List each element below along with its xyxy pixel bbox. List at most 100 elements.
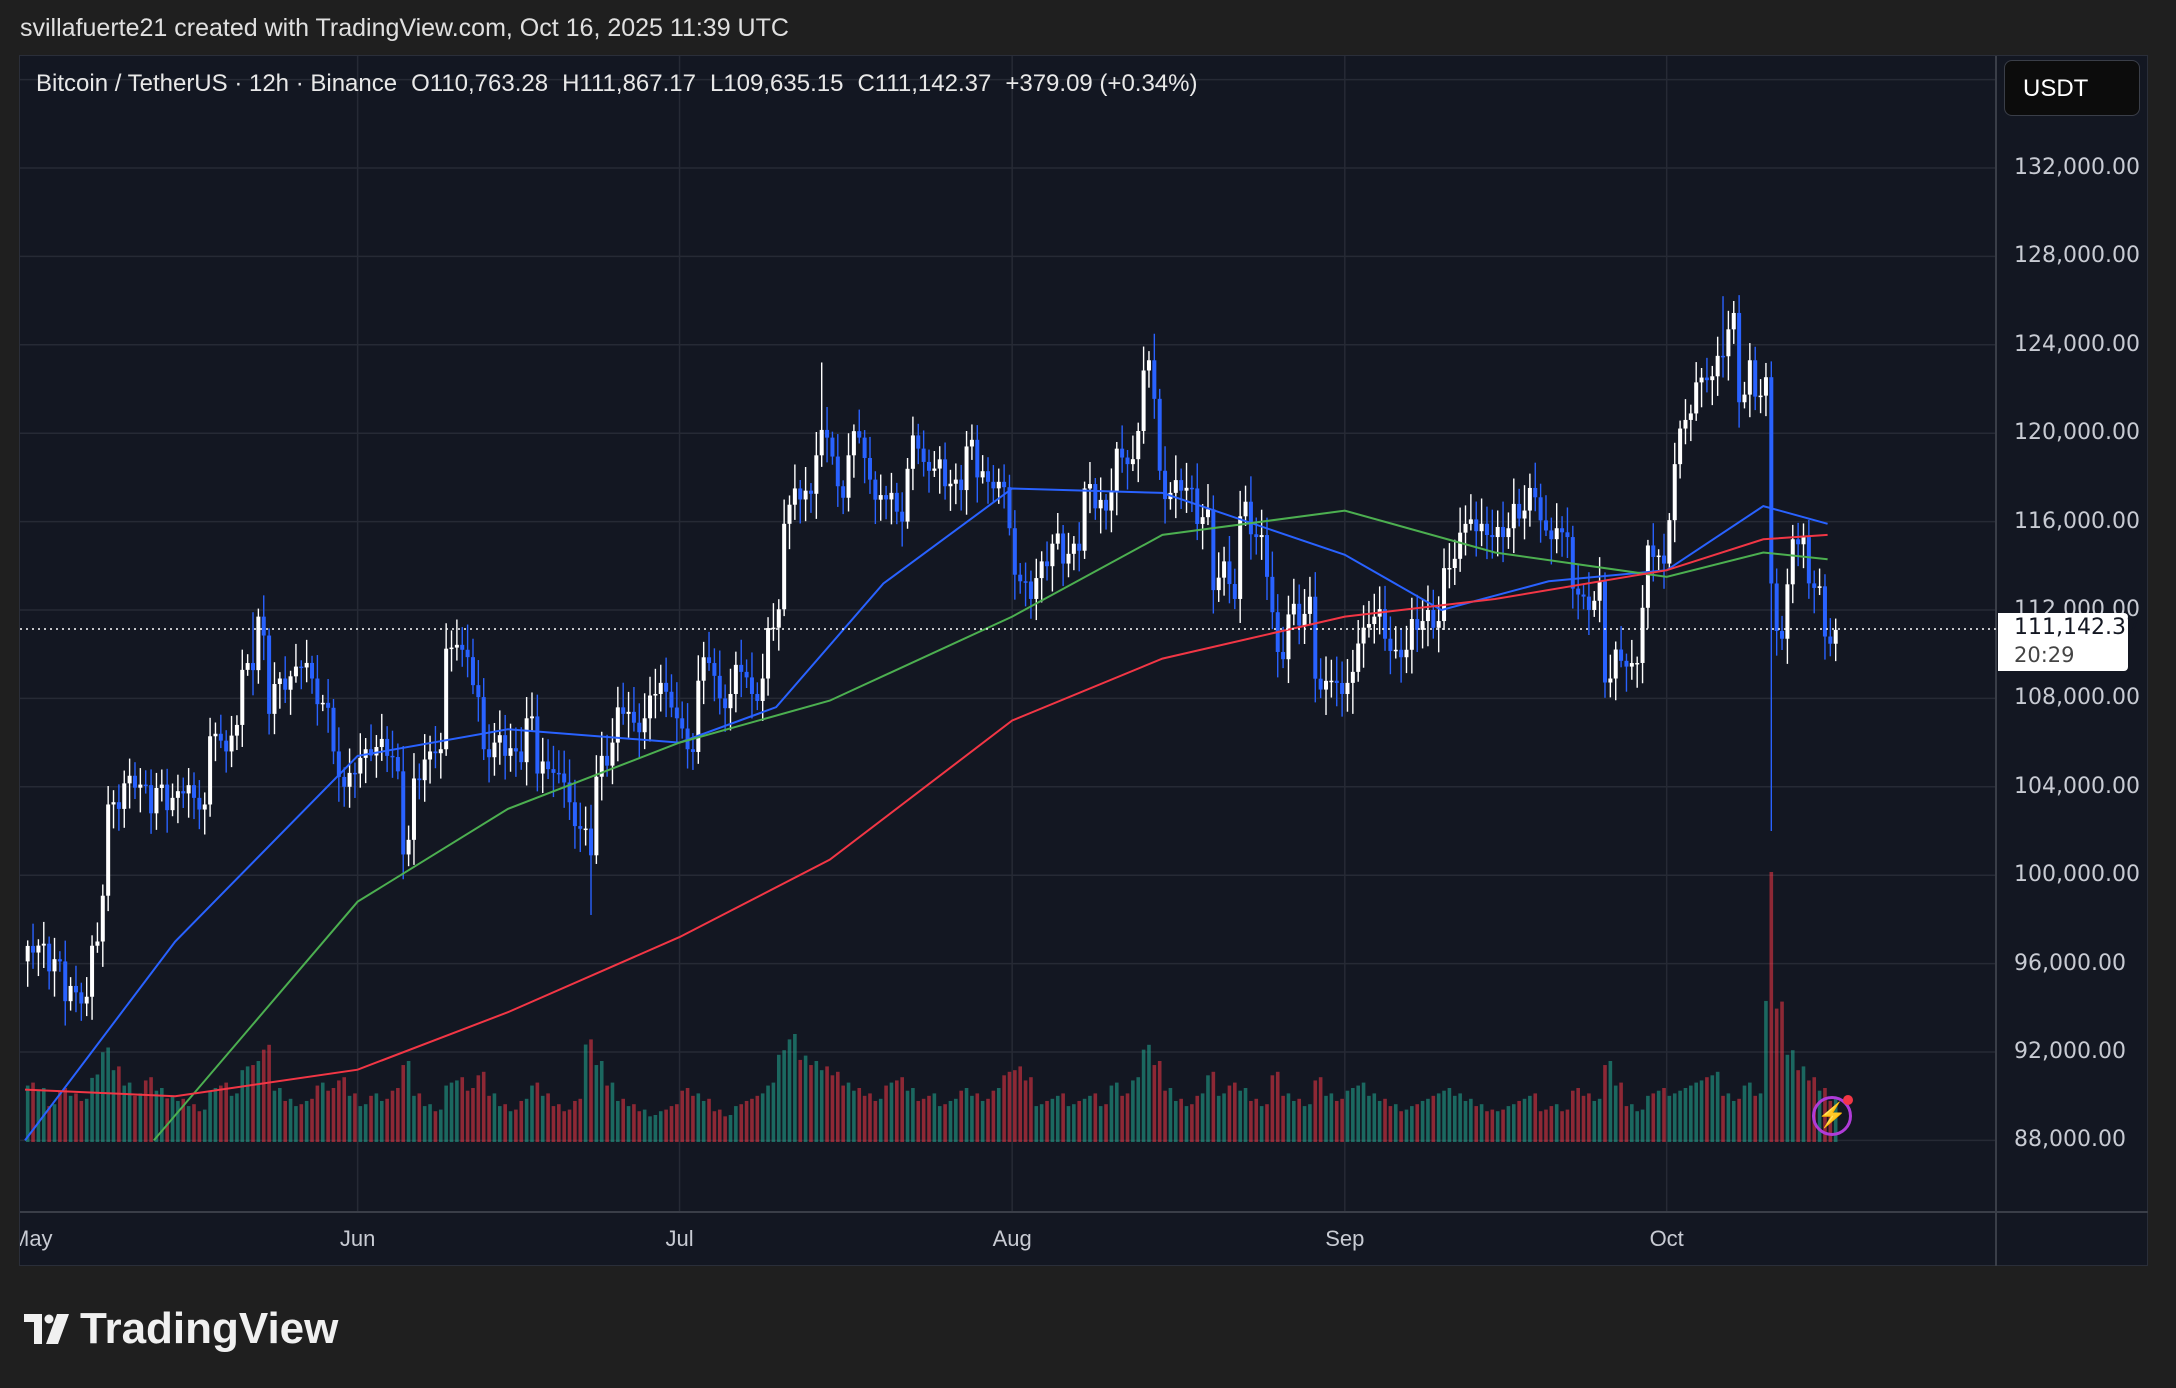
volume-bar: [1495, 1111, 1500, 1142]
volume-bar: [750, 1098, 754, 1142]
candle-body: [996, 481, 1001, 489]
candle-body: [605, 755, 610, 766]
candle-body: [1769, 377, 1774, 584]
candle-body: [1399, 649, 1404, 658]
volume-bar: [283, 1100, 288, 1142]
candle-body: [1656, 555, 1661, 558]
candle-body: [1576, 588, 1581, 595]
candle-body: [1157, 398, 1162, 471]
candle-body: [808, 490, 813, 494]
candle-body: [1098, 499, 1103, 509]
volume-bar: [852, 1090, 856, 1142]
candle-body: [878, 495, 883, 500]
volume-bar: [884, 1085, 888, 1142]
volume-bar: [1705, 1077, 1709, 1142]
candle-body: [1538, 497, 1543, 521]
candle-body: [465, 649, 470, 658]
volume-bar: [621, 1098, 625, 1142]
volume-bar: [476, 1075, 481, 1142]
candle-body: [288, 676, 293, 690]
volume-bar: [202, 1109, 207, 1142]
candle-body: [433, 751, 438, 754]
candle-body: [1270, 576, 1275, 613]
volume-bar: [637, 1111, 642, 1142]
candle-body: [1238, 516, 1243, 599]
volume-bar: [1088, 1095, 1092, 1142]
volume-bar: [1748, 1082, 1752, 1142]
candle-body: [116, 802, 121, 809]
candle-body: [1179, 480, 1184, 491]
candle-body: [1425, 610, 1430, 622]
candle-body: [1066, 553, 1071, 564]
volume-bar: [428, 1104, 432, 1142]
open-value: O110,763.28: [411, 70, 549, 97]
candle-body: [197, 797, 202, 810]
volume-bar: [63, 1088, 68, 1142]
candle-body: [1286, 614, 1291, 660]
volume-bar: [1211, 1071, 1216, 1142]
symbol-label[interactable]: Bitcoin / TetherUS · 12h · Binance: [36, 70, 398, 97]
volume-bar: [691, 1095, 695, 1142]
volume-bar: [766, 1085, 770, 1142]
candle-body: [1442, 568, 1447, 622]
candle-body: [165, 784, 170, 811]
candle-body: [642, 718, 647, 733]
candle-body: [186, 785, 191, 794]
candle-body: [1774, 583, 1779, 632]
candle-body: [1517, 503, 1522, 519]
candle-body: [470, 657, 475, 686]
candle-body: [851, 431, 856, 456]
candle-body: [1645, 545, 1650, 608]
candle-body: [1613, 649, 1618, 679]
volume-bar: [857, 1088, 862, 1142]
candle-body: [959, 479, 964, 491]
candle-body: [1490, 535, 1495, 538]
candle-body: [1828, 636, 1833, 644]
volume-bar: [1383, 1098, 1387, 1142]
candle-body: [358, 757, 363, 774]
volume-bar: [396, 1088, 400, 1142]
candle-body: [862, 437, 867, 458]
volume-bar: [1694, 1082, 1698, 1142]
volume-bar: [798, 1059, 803, 1142]
candle-body: [948, 483, 953, 487]
volume-bar: [1785, 1054, 1790, 1142]
volume-bar: [793, 1034, 797, 1142]
candle-body: [1763, 377, 1768, 396]
lightning-icon[interactable]: ⚡: [1812, 1095, 1853, 1136]
volume-bar: [1093, 1093, 1098, 1142]
moving-average-line: [153, 509, 1828, 1142]
candle-body: [1259, 535, 1264, 538]
volume-bar: [1801, 1066, 1806, 1142]
volume-bar: [1522, 1098, 1527, 1142]
currency-button[interactable]: USDT: [2004, 60, 2140, 116]
volume-bar: [557, 1104, 561, 1142]
candle-body: [331, 707, 336, 752]
volume-bar: [433, 1111, 438, 1142]
volume-bar: [589, 1039, 593, 1142]
volume-bar: [1104, 1104, 1108, 1142]
volume-bar: [1045, 1100, 1049, 1142]
candle-body: [1554, 528, 1559, 540]
candle-body: [594, 776, 599, 856]
volume-bar: [1399, 1111, 1403, 1142]
volume-bar: [1388, 1106, 1393, 1142]
volume-bar: [229, 1095, 234, 1142]
volume-bar: [680, 1090, 685, 1142]
volume-bar: [567, 1109, 572, 1142]
volume-bar: [1292, 1100, 1296, 1142]
candle-body: [449, 647, 454, 650]
candle-body: [1678, 428, 1683, 465]
candle-body: [1243, 501, 1248, 517]
candle-body: [385, 738, 390, 756]
time-tick-label: Sep: [1325, 1226, 1365, 1251]
candle-body: [1833, 629, 1838, 644]
candle-body: [1484, 523, 1489, 536]
volume-bar: [342, 1077, 347, 1142]
volume-bar: [1426, 1098, 1430, 1142]
volume-bar: [465, 1090, 470, 1142]
candle-body: [937, 459, 942, 469]
candle-body: [1543, 520, 1548, 531]
volume-bar: [1351, 1088, 1355, 1142]
